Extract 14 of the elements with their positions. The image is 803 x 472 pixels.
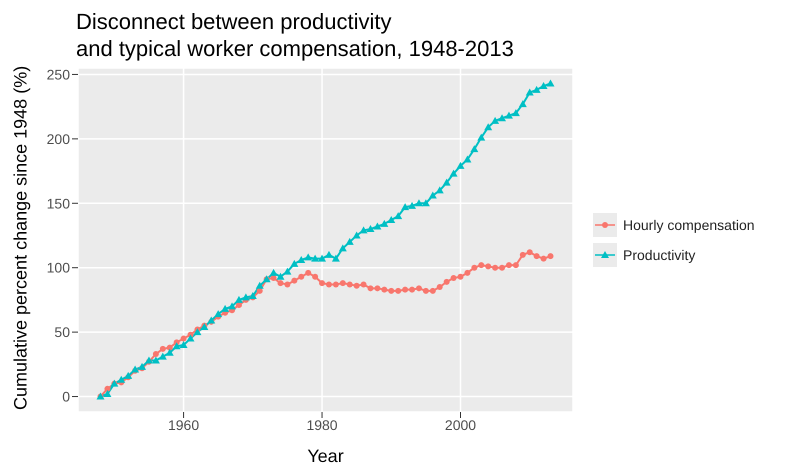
y-axis-title: Cumulative percent change since 1948 (%) — [10, 66, 30, 410]
x-tick-label: 1980 — [306, 416, 338, 433]
y-tick-label: 250 — [46, 66, 70, 82]
chart-title: Disconnect between productivity and typical worker compensation, 1948-2013 — [76, 8, 514, 62]
y-tick-label: 0 — [62, 388, 70, 405]
legend-label: Hourly compensation — [623, 217, 755, 233]
y-tick-label: 200 — [46, 130, 70, 147]
y-tick-label: 100 — [46, 260, 70, 276]
y-tick-label: 50 — [54, 324, 70, 340]
y-tick-label: 150 — [46, 195, 70, 212]
x-tick-label: 2000 — [444, 416, 476, 433]
legend-label: Productivity — [623, 247, 696, 263]
x-axis-title: Year — [307, 446, 344, 466]
x-tick-label: 1960 — [168, 416, 200, 433]
